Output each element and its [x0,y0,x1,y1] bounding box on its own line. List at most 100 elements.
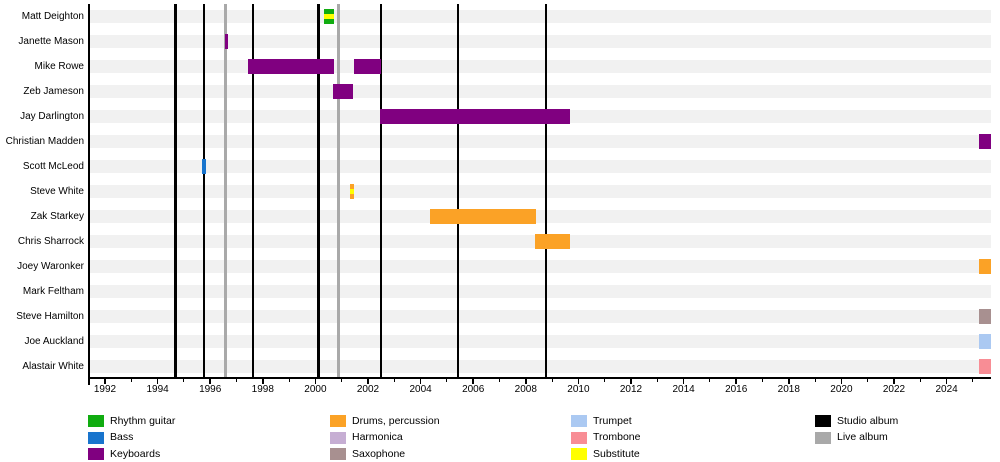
studio-album-line [544,3,548,377]
member-row-band [88,284,991,298]
axis-tick-label: 1996 [199,384,222,395]
studio-album-line [251,3,255,377]
plot-area: Matt Deighton Janette Mason Mike Rowe Zeb J… [6,3,992,395]
axis-minor-tick [972,378,974,382]
legend-swatch-live-album [815,431,831,444]
studio-album-line [202,3,206,377]
axis-tick-label: 2000 [304,384,327,395]
legend-label: Trombone [593,431,641,444]
member-row-band [88,259,991,273]
member-label: Scott McLeod [22,160,84,172]
axis-tick-label: 2018 [777,384,800,395]
legend-label: Drums, percussion [352,414,440,427]
tenure-bar [324,8,335,24]
member-row-band [88,9,991,23]
legend-swatch-studio-album [815,415,831,427]
legend-label: Keyboards [110,447,161,460]
axis-tick-label: 2022 [882,384,906,395]
axis-minor-tick [499,378,500,382]
member-row-band [88,359,991,373]
member-row-band [88,309,991,323]
tenure-bar [979,308,992,324]
tenure-bar [380,108,570,124]
axis-major-tick [840,378,843,384]
tenure-bar [201,158,206,174]
axis-minor-tick [446,378,448,382]
axis-tick-label: 1994 [146,384,169,395]
legend-swatch-bass [88,431,104,444]
axis-major-tick [209,378,211,384]
tenure-bar [354,58,381,74]
axis-tick-label: 2010 [567,384,590,395]
member-row-band [88,159,991,173]
axis-tick-label: 2012 [619,384,643,395]
member-label: Steve Hamilton [16,310,84,322]
axis-major-tick [525,378,527,384]
axis-tick-label: 2006 [462,384,485,395]
axis-tick-label: 1998 [251,384,274,395]
legend-swatch-saxophone [330,448,346,461]
legend-swatch-trumpet [571,415,587,427]
member-row-band [88,134,991,148]
axis-minor-tick [341,378,343,382]
legend-label: Bass [110,431,134,444]
member-label: Mark Feltham [22,285,84,297]
axis-minor-tick [867,378,869,382]
axis-major-tick [314,378,317,384]
legend-swatch-substitute [571,448,587,461]
member-label: Jay Darlington [20,110,84,122]
tenure-bar [350,183,354,199]
axis-major-tick [893,378,895,384]
axis-minor-tick [183,378,185,382]
tenure-bar [535,233,570,249]
member-label: Chris Sharrock [17,235,84,247]
substitute-stripe [324,13,335,19]
studio-album-line [317,3,320,377]
member-row-band [88,184,991,198]
axis-major-tick [472,378,474,384]
axis-tick-label: 2020 [830,384,853,395]
live-album-line [337,3,340,377]
member-row-band [88,84,991,98]
legend-label: Saxophone [352,447,406,460]
axis-minor-tick [919,378,921,382]
member-label: Steve White [30,185,84,197]
live-album-line [224,3,227,377]
axis-major-tick [788,378,790,384]
member-row-band [88,209,991,223]
axis-major-tick [156,378,159,384]
axis-minor-tick [551,378,553,382]
axis-major-tick [630,378,632,384]
legend-label: Harmonica [352,431,403,444]
legend-label: Studio album [837,414,899,427]
axis-minor-tick [393,378,395,382]
tenure-bar [248,58,335,74]
member-label: Zeb Jameson [23,85,84,97]
axis-major-tick [577,378,580,384]
studio-album-line [456,3,460,377]
axis-major-tick [735,378,737,384]
axis-tick-label: 2024 [935,384,958,395]
axis-minor-tick [130,378,132,382]
legend-label: Live album [837,431,888,444]
axis-major-tick [262,378,264,384]
axis-minor-tick [709,378,711,382]
axis-minor-tick [604,378,606,382]
legend-swatch-trombone [571,431,587,444]
axis-tick-label: 2004 [409,384,432,395]
axis-tick-label: 2014 [672,384,695,395]
member-label: Janette Mason [18,35,84,47]
legend-label: Rhythm guitar [110,414,176,427]
studio-album-line [174,3,177,377]
legend-swatch-keyboards [88,448,104,461]
axis-tick-label: 1992 [93,384,117,395]
axis-major-tick [419,378,422,384]
legend-swatch-rhythm-guitar [88,415,104,427]
tenure-bar [979,133,992,149]
legend: Rhythm guitar Bass Keyboards Drums, percuss… [0,405,1000,462]
member-label: Matt Deighton [21,10,84,22]
legend-label: Trumpet [593,414,632,427]
axis-major-tick [104,378,106,384]
member-label: Zak Starkey [30,210,84,222]
